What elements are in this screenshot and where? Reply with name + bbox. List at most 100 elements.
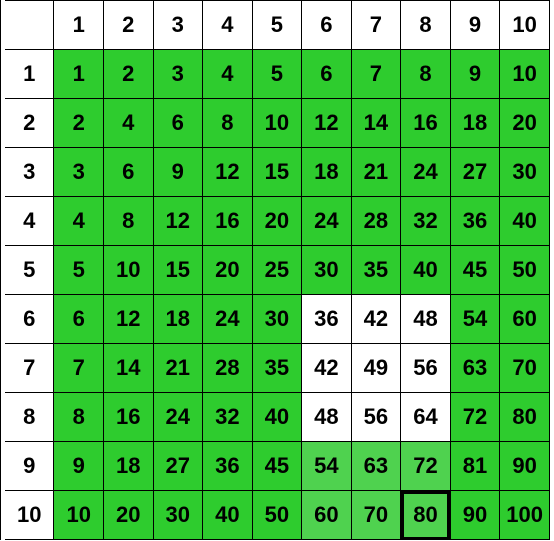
cell: 72 xyxy=(401,442,451,491)
row-header: 6 xyxy=(4,295,54,344)
row-header: 9 xyxy=(4,442,54,491)
cell: 15 xyxy=(153,246,203,295)
row-header: 2 xyxy=(4,99,54,148)
cell: 56 xyxy=(351,393,401,442)
cell: 8 xyxy=(203,99,253,148)
cell: 28 xyxy=(351,197,401,246)
cell: 18 xyxy=(450,99,500,148)
cell: 18 xyxy=(153,295,203,344)
cell: 20 xyxy=(500,99,550,148)
col-header: 5 xyxy=(252,1,302,50)
cell: 16 xyxy=(104,393,154,442)
cell: 54 xyxy=(302,442,352,491)
cell: 6 xyxy=(153,99,203,148)
cell: 80 xyxy=(500,393,550,442)
col-header: 2 xyxy=(104,1,154,50)
cell: 70 xyxy=(500,344,550,393)
col-header: 4 xyxy=(203,1,253,50)
cell: 14 xyxy=(351,99,401,148)
cell: 40 xyxy=(500,197,550,246)
cell: 12 xyxy=(104,295,154,344)
cell: 4 xyxy=(104,99,154,148)
table: 1234567891011234567891022468101214161820… xyxy=(0,0,554,541)
cell: 10 xyxy=(54,491,104,540)
multiplication-table: 1234567891011234567891022468101214161820… xyxy=(0,0,554,541)
cell: 12 xyxy=(203,148,253,197)
col-header: 3 xyxy=(153,1,203,50)
col-header: 6 xyxy=(302,1,352,50)
cell: 2 xyxy=(54,99,104,148)
row-header: 7 xyxy=(4,344,54,393)
col-header: 8 xyxy=(401,1,451,50)
cell: 21 xyxy=(351,148,401,197)
cell: 3 xyxy=(153,50,203,99)
cell: 1 xyxy=(54,50,104,99)
cell: 21 xyxy=(153,344,203,393)
col-header: 7 xyxy=(351,1,401,50)
cell: 63 xyxy=(351,442,401,491)
cell: 28 xyxy=(203,344,253,393)
cell: 54 xyxy=(450,295,500,344)
cell: 45 xyxy=(252,442,302,491)
cell: 60 xyxy=(302,491,352,540)
col-header: 10 xyxy=(500,1,550,50)
cell: 8 xyxy=(104,197,154,246)
cell: 6 xyxy=(302,50,352,99)
cell: 7 xyxy=(54,344,104,393)
cell: 32 xyxy=(203,393,253,442)
cell: 32 xyxy=(401,197,451,246)
cell: 6 xyxy=(104,148,154,197)
cell: 16 xyxy=(401,99,451,148)
row-header: 5 xyxy=(4,246,54,295)
cell: 40 xyxy=(252,393,302,442)
cell: 64 xyxy=(401,393,451,442)
cell: 70 xyxy=(351,491,401,540)
cell: 81 xyxy=(450,442,500,491)
cell: 20 xyxy=(252,197,302,246)
cell: 49 xyxy=(351,344,401,393)
cell: 14 xyxy=(104,344,154,393)
cell: 48 xyxy=(302,393,352,442)
cell: 10 xyxy=(252,99,302,148)
cell: 30 xyxy=(500,148,550,197)
cell: 9 xyxy=(153,148,203,197)
cell: 2 xyxy=(104,50,154,99)
cell: 20 xyxy=(104,491,154,540)
cell: 4 xyxy=(203,50,253,99)
cell: 36 xyxy=(203,442,253,491)
cell: 4 xyxy=(54,197,104,246)
cell: 24 xyxy=(302,197,352,246)
cell: 30 xyxy=(252,295,302,344)
cell: 42 xyxy=(351,295,401,344)
cell: 6 xyxy=(54,295,104,344)
cell: 90 xyxy=(450,491,500,540)
cell: 7 xyxy=(351,50,401,99)
cell: 50 xyxy=(500,246,550,295)
cell: 48 xyxy=(401,295,451,344)
cell-selected: 80 xyxy=(401,491,451,540)
cell: 9 xyxy=(450,50,500,99)
cell: 12 xyxy=(302,99,352,148)
cell: 90 xyxy=(500,442,550,491)
cell: 30 xyxy=(153,491,203,540)
cell: 10 xyxy=(104,246,154,295)
row-header: 1 xyxy=(4,50,54,99)
cell: 27 xyxy=(450,148,500,197)
cell: 56 xyxy=(401,344,451,393)
cell: 27 xyxy=(153,442,203,491)
cell: 63 xyxy=(450,344,500,393)
cell: 24 xyxy=(203,295,253,344)
cell: 100 xyxy=(500,491,550,540)
cell: 20 xyxy=(203,246,253,295)
cell: 45 xyxy=(450,246,500,295)
cell: 5 xyxy=(252,50,302,99)
cell: 3 xyxy=(54,148,104,197)
cell: 36 xyxy=(450,197,500,246)
cell: 50 xyxy=(252,491,302,540)
row-header: 3 xyxy=(4,148,54,197)
cell: 40 xyxy=(401,246,451,295)
cell: 16 xyxy=(203,197,253,246)
row-header: 10 xyxy=(4,491,54,540)
cell: 8 xyxy=(54,393,104,442)
cell: 42 xyxy=(302,344,352,393)
